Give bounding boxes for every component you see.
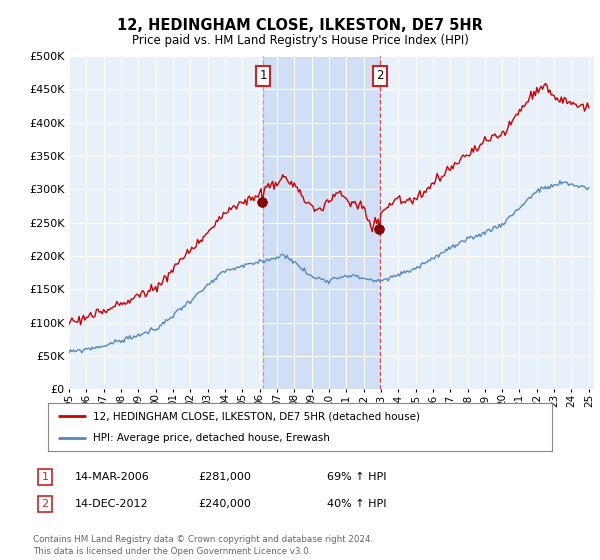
- Bar: [263, 56, 380, 389]
- Text: Contains HM Land Registry data © Crown copyright and database right 2024.
This d: Contains HM Land Registry data © Crown c…: [33, 535, 373, 556]
- Text: 12, HEDINGHAM CLOSE, ILKESTON, DE7 5HR (detached house): 12, HEDINGHAM CLOSE, ILKESTON, DE7 5HR (…: [94, 411, 421, 421]
- Text: 14-MAR-2006: 14-MAR-2006: [75, 472, 150, 482]
- Text: 14-DEC-2012: 14-DEC-2012: [75, 499, 149, 509]
- Text: 12, HEDINGHAM CLOSE, ILKESTON, DE7 5HR: 12, HEDINGHAM CLOSE, ILKESTON, DE7 5HR: [117, 18, 483, 32]
- Text: Price paid vs. HM Land Registry's House Price Index (HPI): Price paid vs. HM Land Registry's House …: [131, 34, 469, 47]
- Text: £240,000: £240,000: [198, 499, 251, 509]
- Text: 2: 2: [41, 499, 49, 509]
- Text: 40% ↑ HPI: 40% ↑ HPI: [327, 499, 386, 509]
- Text: 1: 1: [259, 69, 267, 82]
- Text: 1: 1: [41, 472, 49, 482]
- Text: 69% ↑ HPI: 69% ↑ HPI: [327, 472, 386, 482]
- Text: £281,000: £281,000: [198, 472, 251, 482]
- Text: HPI: Average price, detached house, Erewash: HPI: Average price, detached house, Erew…: [94, 433, 330, 443]
- Text: 2: 2: [376, 69, 384, 82]
